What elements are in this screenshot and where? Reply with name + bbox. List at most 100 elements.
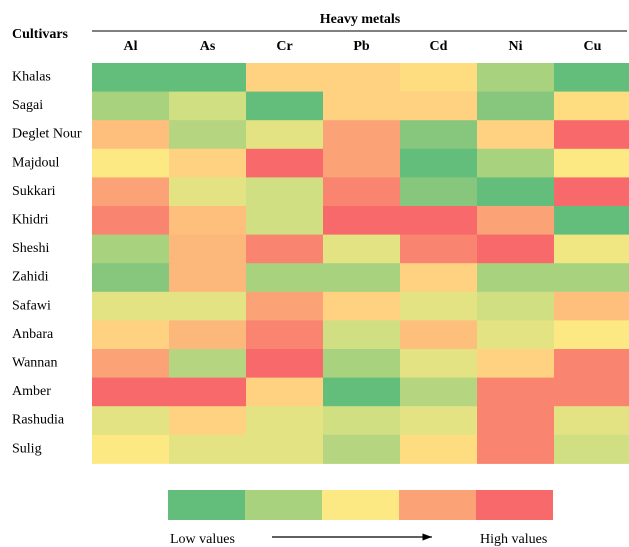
heat-cell bbox=[323, 434, 400, 464]
heat-cell bbox=[323, 177, 400, 207]
heat-cell bbox=[554, 177, 629, 207]
heat-cell bbox=[169, 349, 246, 379]
row-label: Deglet Nour bbox=[12, 127, 82, 142]
heat-cell bbox=[400, 148, 477, 178]
heat-cell bbox=[477, 263, 554, 293]
heat-cell bbox=[246, 291, 323, 321]
heat-cell bbox=[92, 120, 169, 150]
heat-cell bbox=[477, 120, 554, 150]
heat-cell bbox=[169, 291, 246, 321]
heat-cell bbox=[169, 434, 246, 464]
heat-cell bbox=[477, 91, 554, 121]
heat-cell bbox=[554, 206, 629, 236]
heat-cell bbox=[554, 120, 629, 150]
column-label: Al bbox=[124, 39, 138, 54]
heat-cell bbox=[477, 434, 554, 464]
heat-cell bbox=[323, 377, 400, 407]
heat-cell bbox=[400, 434, 477, 464]
heat-cell bbox=[554, 234, 629, 264]
row-label: Safawi bbox=[12, 298, 51, 313]
heat-cell bbox=[92, 63, 169, 93]
row-label: Sagai bbox=[12, 98, 43, 113]
heat-cell bbox=[246, 320, 323, 350]
heat-cell bbox=[246, 91, 323, 121]
heat-cell bbox=[554, 434, 629, 464]
heat-cell bbox=[477, 63, 554, 93]
row-label: Zahidi bbox=[12, 270, 49, 285]
heat-cell bbox=[92, 263, 169, 293]
heat-cell bbox=[92, 234, 169, 264]
row-label: Sukkari bbox=[12, 184, 56, 199]
heat-cell bbox=[323, 320, 400, 350]
row-title: Cultivars bbox=[12, 27, 69, 42]
heat-cell bbox=[477, 206, 554, 236]
heat-cell bbox=[554, 377, 629, 407]
heat-cell bbox=[92, 291, 169, 321]
heat-cell bbox=[477, 377, 554, 407]
column-label: Pb bbox=[353, 39, 370, 54]
row-label: Wannan bbox=[12, 356, 58, 371]
row-label: Sheshi bbox=[12, 241, 49, 256]
heat-cell bbox=[92, 406, 169, 436]
legend-swatch bbox=[168, 490, 245, 520]
heat-cell bbox=[169, 177, 246, 207]
row-label: Majdoul bbox=[12, 155, 60, 170]
heat-cell bbox=[246, 349, 323, 379]
column-label: Cu bbox=[584, 39, 602, 54]
heat-cell bbox=[477, 349, 554, 379]
heat-cell bbox=[400, 206, 477, 236]
heat-cell bbox=[323, 291, 400, 321]
heat-cell bbox=[323, 349, 400, 379]
heat-cell bbox=[323, 206, 400, 236]
heat-cell bbox=[323, 263, 400, 293]
heat-cell bbox=[554, 91, 629, 121]
heat-cell bbox=[554, 291, 629, 321]
heat-cell bbox=[169, 148, 246, 178]
row-label: Khalas bbox=[12, 70, 51, 85]
heat-cell bbox=[92, 148, 169, 178]
heat-cell bbox=[400, 120, 477, 150]
heat-cell bbox=[554, 63, 629, 93]
heat-cell bbox=[554, 406, 629, 436]
heat-cell bbox=[323, 120, 400, 150]
heat-cell bbox=[400, 263, 477, 293]
heat-cell bbox=[400, 320, 477, 350]
heat-cell bbox=[477, 291, 554, 321]
column-label: As bbox=[200, 39, 216, 54]
column-label: Ni bbox=[509, 39, 523, 54]
heat-cell bbox=[400, 406, 477, 436]
heat-cell bbox=[554, 320, 629, 350]
row-label: Khidri bbox=[12, 213, 49, 228]
heat-cell bbox=[246, 63, 323, 93]
heat-cell bbox=[246, 120, 323, 150]
heat-cell bbox=[400, 349, 477, 379]
legend-swatch bbox=[322, 490, 399, 520]
column-label: Cr bbox=[276, 39, 292, 54]
heat-cell bbox=[400, 63, 477, 93]
heat-cell bbox=[400, 177, 477, 207]
row-label: Rashudia bbox=[12, 413, 65, 428]
column-group-title: Heavy metals bbox=[320, 12, 401, 27]
heat-cell bbox=[246, 406, 323, 436]
heat-cell bbox=[169, 406, 246, 436]
legend-low-label: Low values bbox=[170, 532, 235, 547]
heat-cell bbox=[477, 177, 554, 207]
legend-swatch bbox=[245, 490, 322, 520]
heat-cell bbox=[246, 263, 323, 293]
heat-cell bbox=[400, 234, 477, 264]
heat-cell bbox=[92, 377, 169, 407]
heat-cell bbox=[92, 349, 169, 379]
heat-cell bbox=[246, 148, 323, 178]
heat-cell bbox=[92, 177, 169, 207]
heat-cell bbox=[169, 234, 246, 264]
heat-cell bbox=[477, 406, 554, 436]
heat-cell bbox=[92, 91, 169, 121]
heat-cell bbox=[92, 434, 169, 464]
heat-cell bbox=[92, 206, 169, 236]
legend-swatch bbox=[476, 490, 553, 520]
heat-cell bbox=[169, 377, 246, 407]
heat-cell bbox=[400, 291, 477, 321]
heat-cell bbox=[400, 91, 477, 121]
row-label: Sulig bbox=[12, 441, 42, 456]
